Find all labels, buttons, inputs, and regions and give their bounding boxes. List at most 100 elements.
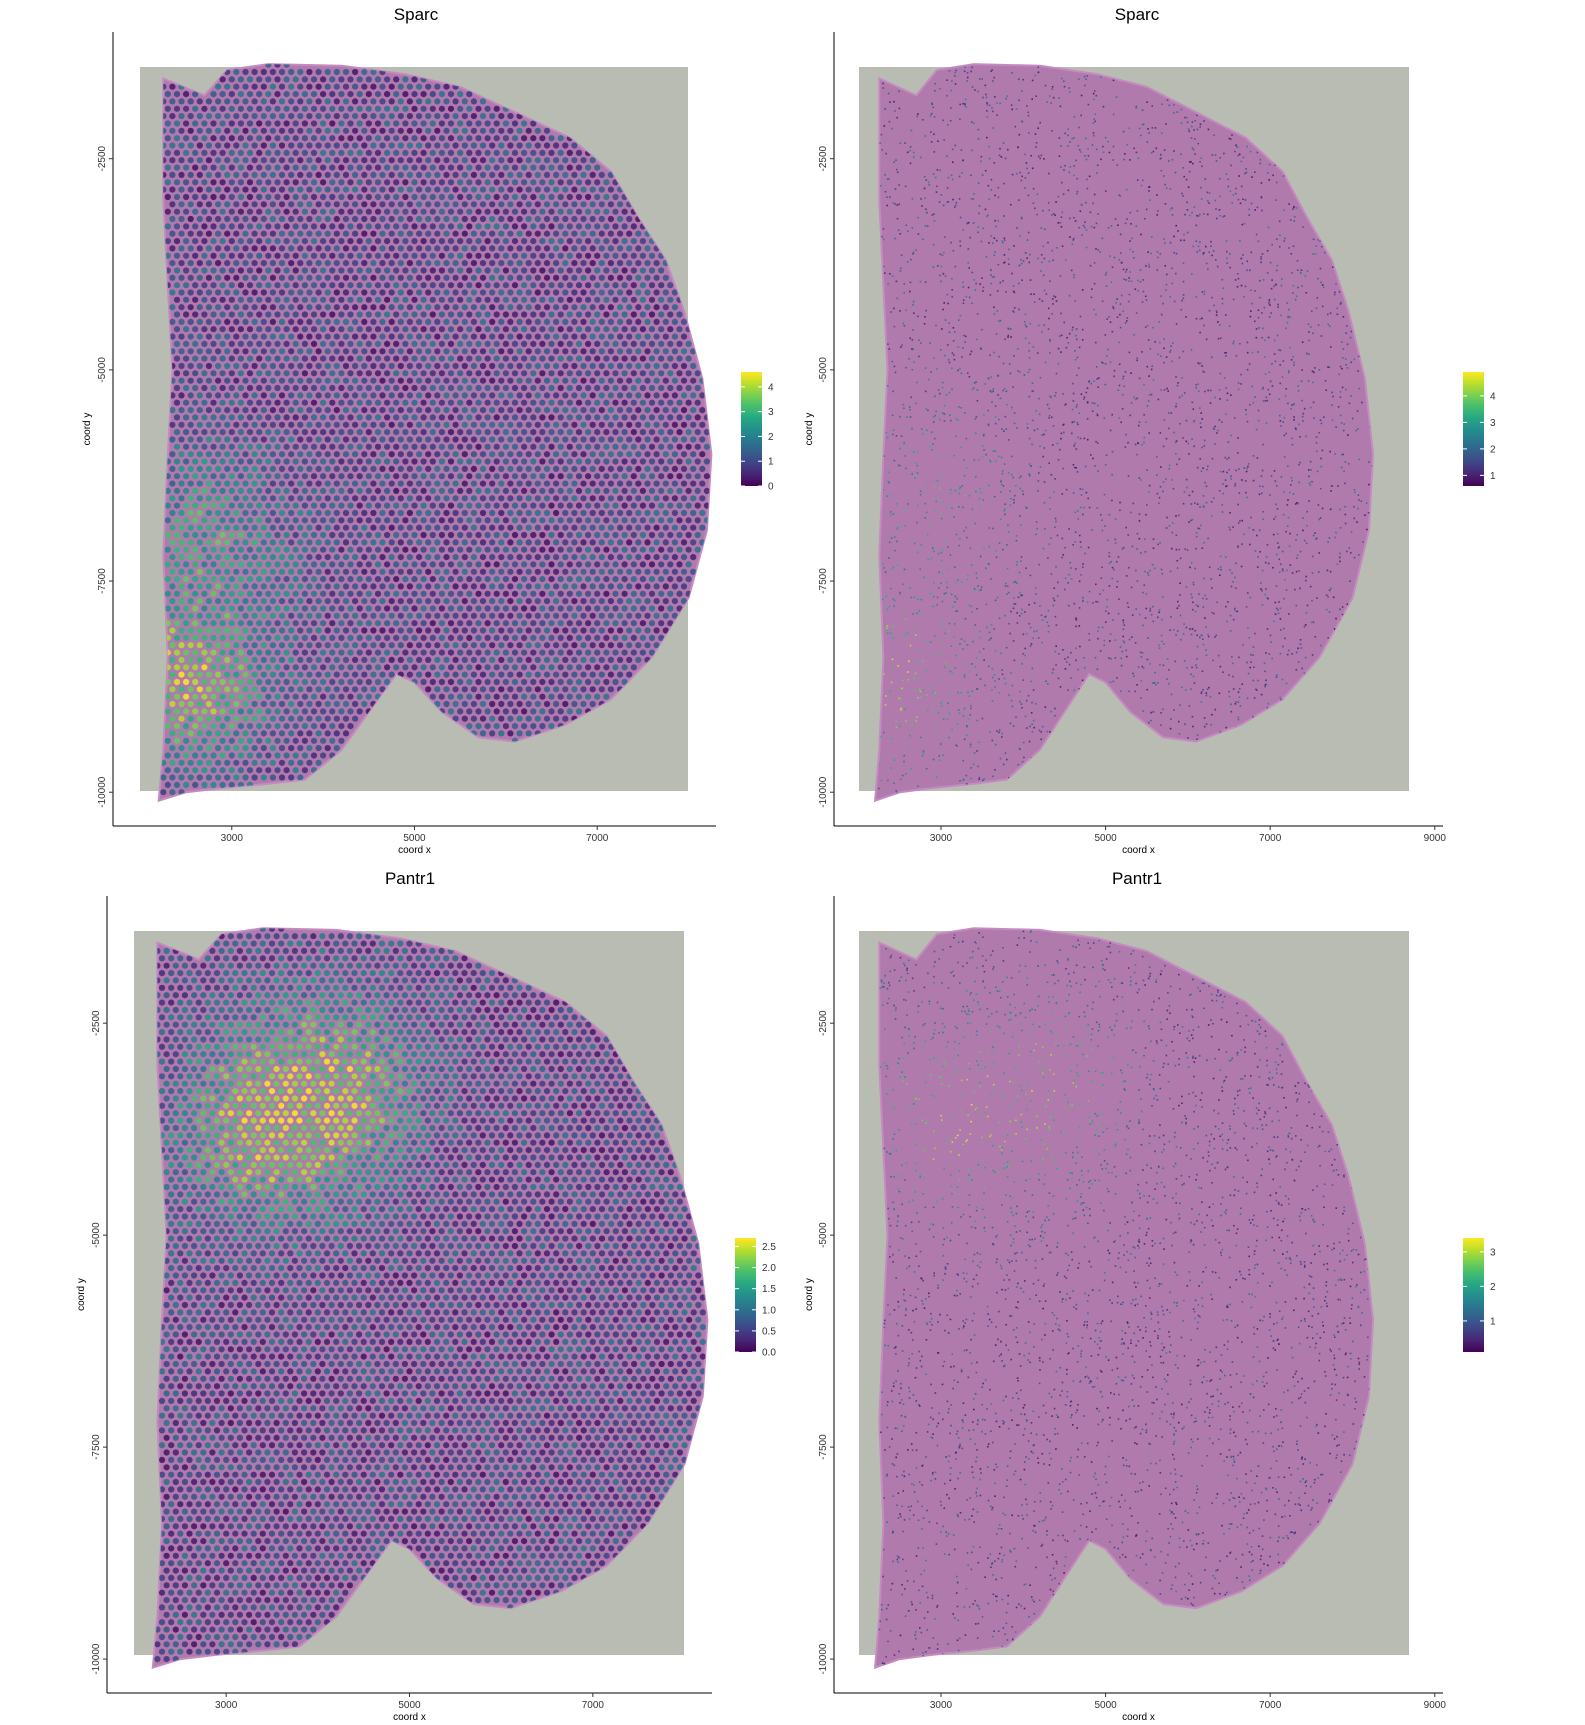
spot (310, 487, 318, 494)
spot (384, 634, 391, 642)
spot (187, 260, 194, 267)
spot (566, 282, 573, 289)
spot (352, 583, 359, 590)
spot (370, 157, 377, 164)
spot (393, 355, 400, 362)
spot (626, 495, 633, 502)
spot (320, 576, 327, 583)
spot (169, 421, 176, 428)
spot (416, 98, 423, 105)
spot (425, 421, 432, 428)
spot (521, 576, 528, 583)
spot (603, 223, 610, 230)
spot (251, 260, 258, 267)
spot (580, 700, 587, 708)
spot (438, 355, 445, 362)
spot (447, 340, 455, 347)
spot (420, 487, 427, 494)
spot (466, 502, 473, 509)
spot (475, 502, 482, 509)
spot (356, 149, 363, 156)
spot (333, 392, 340, 399)
spot (507, 215, 514, 223)
spot (557, 355, 564, 362)
spot (548, 399, 555, 406)
spot (443, 171, 450, 178)
spot (466, 620, 473, 627)
spot (690, 509, 697, 517)
spot (278, 642, 286, 649)
spot (539, 370, 546, 377)
spot (370, 215, 377, 223)
spot (598, 392, 605, 399)
spot (493, 355, 500, 362)
spot (370, 436, 377, 443)
spot (183, 620, 190, 627)
spot (557, 311, 564, 318)
spot (516, 583, 523, 590)
spot (260, 260, 267, 267)
spot (580, 568, 587, 575)
spot (183, 105, 190, 112)
spot (502, 693, 509, 700)
spot (278, 465, 286, 472)
spot (320, 723, 327, 730)
spot (498, 612, 505, 619)
spot (557, 664, 564, 671)
spot (292, 531, 299, 539)
spot (283, 561, 290, 568)
spot (662, 612, 669, 619)
spot (365, 179, 372, 186)
spot (384, 164, 391, 171)
spot (283, 473, 290, 480)
spot (210, 458, 217, 465)
spot (356, 429, 363, 436)
spot (306, 127, 313, 134)
spot (475, 517, 482, 524)
spot (466, 517, 473, 524)
spot (265, 193, 272, 201)
spot (461, 127, 468, 134)
spot (320, 546, 327, 553)
spot (178, 480, 185, 487)
spot (215, 495, 222, 502)
spot (256, 487, 263, 494)
spot (429, 502, 436, 509)
spot (164, 561, 171, 568)
spot (192, 267, 199, 274)
spot (630, 634, 637, 642)
spot (228, 737, 235, 744)
spot (644, 318, 651, 325)
spot (690, 407, 697, 414)
spot (452, 157, 459, 164)
spot (493, 370, 500, 377)
spot (434, 642, 441, 649)
spot (671, 509, 679, 517)
spot (575, 414, 583, 421)
cell-point (1323, 416, 1325, 418)
spot (562, 201, 569, 208)
spot (393, 120, 400, 127)
spot (265, 649, 272, 656)
spot (658, 590, 665, 597)
spot (393, 429, 400, 436)
spot (511, 487, 519, 494)
spot (242, 127, 249, 134)
spot (274, 443, 281, 450)
spot (425, 568, 432, 575)
spot (246, 429, 254, 436)
spot (333, 157, 340, 164)
spot (278, 98, 286, 105)
spot (224, 362, 231, 370)
spot (237, 326, 244, 333)
spot (169, 318, 176, 325)
spot (297, 68, 304, 76)
spot (406, 333, 413, 340)
spot (196, 524, 203, 531)
spot (685, 355, 692, 362)
spot (585, 326, 592, 333)
spot (169, 554, 176, 561)
spot (516, 730, 523, 737)
spot (347, 429, 354, 436)
spot (306, 407, 313, 414)
